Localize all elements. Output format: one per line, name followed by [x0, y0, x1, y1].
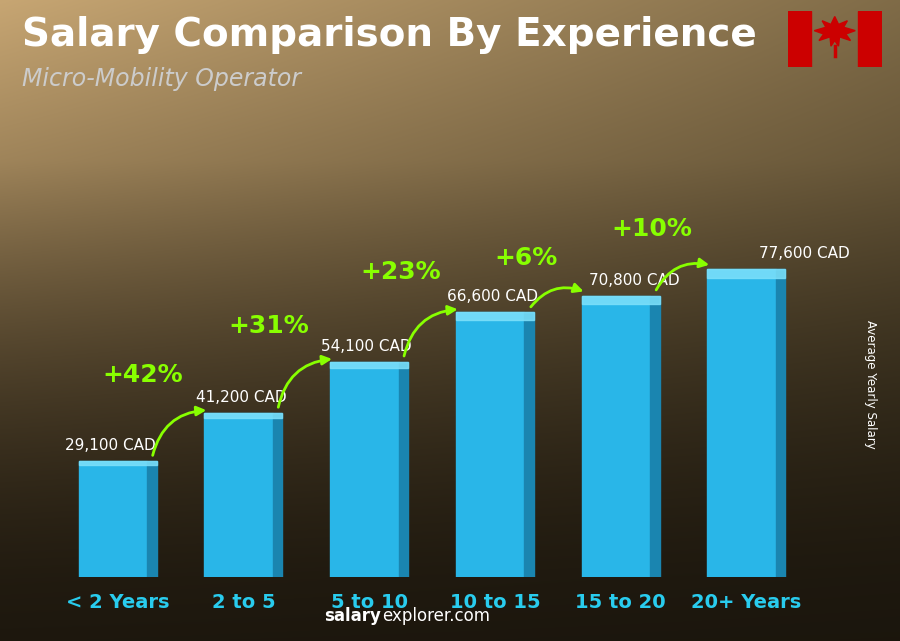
Bar: [788, 11, 811, 67]
Bar: [581, 296, 660, 304]
Bar: [650, 296, 660, 577]
Bar: [204, 413, 283, 418]
Text: Micro-Mobility Operator: Micro-Mobility Operator: [22, 67, 302, 91]
Text: Average Yearly Salary: Average Yearly Salary: [865, 320, 878, 449]
Text: +6%: +6%: [495, 246, 558, 270]
Polygon shape: [814, 17, 855, 46]
Bar: [330, 362, 399, 577]
Text: 66,600 CAD: 66,600 CAD: [447, 289, 538, 304]
Bar: [78, 462, 148, 577]
Bar: [707, 269, 776, 577]
Bar: [859, 11, 882, 67]
Text: 70,800 CAD: 70,800 CAD: [590, 272, 680, 288]
Bar: [78, 462, 157, 465]
Bar: [330, 362, 408, 369]
Bar: [148, 462, 157, 577]
Bar: [456, 312, 534, 320]
Text: Salary Comparison By Experience: Salary Comparison By Experience: [22, 16, 757, 54]
Bar: [273, 413, 283, 577]
Bar: [204, 413, 273, 577]
Text: 41,200 CAD: 41,200 CAD: [195, 390, 286, 405]
Text: +42%: +42%: [103, 363, 184, 387]
Text: +31%: +31%: [229, 314, 309, 338]
Text: +23%: +23%: [360, 260, 441, 285]
Bar: [456, 312, 525, 577]
Text: salary: salary: [324, 607, 381, 625]
Bar: [525, 312, 534, 577]
Bar: [581, 296, 650, 577]
Text: +10%: +10%: [612, 217, 692, 240]
Bar: [399, 362, 408, 577]
Bar: [776, 269, 786, 577]
Text: 77,600 CAD: 77,600 CAD: [759, 246, 850, 260]
Text: 29,100 CAD: 29,100 CAD: [65, 438, 156, 453]
Bar: [707, 269, 786, 278]
Text: explorer.com: explorer.com: [382, 607, 491, 625]
Text: 54,100 CAD: 54,100 CAD: [321, 339, 412, 354]
